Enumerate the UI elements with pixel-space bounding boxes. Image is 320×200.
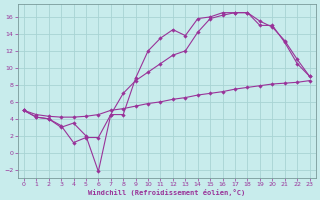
- X-axis label: Windchill (Refroidissement éolien,°C): Windchill (Refroidissement éolien,°C): [88, 189, 245, 196]
